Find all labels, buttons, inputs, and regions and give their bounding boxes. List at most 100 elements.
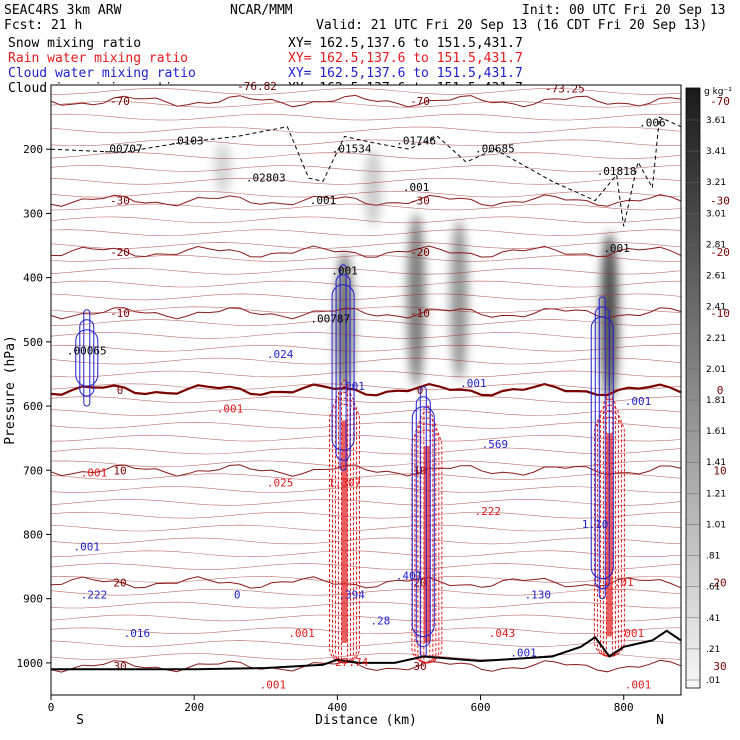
max-label-3: .001 bbox=[310, 194, 337, 207]
snow-column-5 bbox=[213, 142, 232, 195]
isotherm-minor-170 bbox=[50, 126, 682, 134]
isotherm-minor-890 bbox=[50, 588, 682, 596]
field-cloudwater-name: Cloud water mixing ratio bbox=[8, 66, 196, 81]
rain-contour-1-3 bbox=[414, 423, 440, 664]
cloud-contour-3-2 bbox=[75, 329, 99, 387]
field-rain-name: Rain water mixing ratio bbox=[8, 51, 188, 66]
y-tick-label-7: 900 bbox=[23, 593, 43, 606]
isotherm-minor-990 bbox=[50, 653, 682, 660]
max-label-31: 1.307 bbox=[328, 476, 361, 489]
isotherm-minor-770 bbox=[50, 511, 682, 519]
snow-column-2 bbox=[450, 219, 469, 381]
max-label-14: .024 bbox=[267, 348, 294, 361]
isotherm-minor-590 bbox=[50, 396, 682, 403]
cloud-contour-0-2 bbox=[331, 284, 355, 451]
max-label-39: .001 bbox=[625, 679, 652, 692]
max-label-36: .001 bbox=[260, 679, 287, 692]
isotherm-label-6-0: 20 bbox=[113, 577, 126, 590]
isotherm-7 bbox=[50, 659, 682, 673]
isotherm-minor-490 bbox=[50, 332, 682, 339]
x-axis-label: Distance (km) bbox=[315, 713, 417, 728]
isotherm-label-3-1: -10 bbox=[410, 307, 430, 320]
y-tick-label-2: 400 bbox=[23, 272, 43, 285]
colorbar-label-10: 1.61 bbox=[706, 427, 726, 437]
isotherm-minor-610 bbox=[50, 409, 682, 416]
colorbar-label-15: .61 bbox=[706, 583, 720, 593]
isotherm-minor-570 bbox=[50, 383, 682, 391]
y-tick-label-5: 700 bbox=[23, 464, 43, 477]
isotherm-minor-390 bbox=[50, 267, 682, 275]
colorbar-label-17: .21 bbox=[706, 645, 720, 655]
max-label-38: .001 bbox=[618, 627, 645, 640]
isotherm-edge-label-0: -76.82 bbox=[237, 80, 277, 93]
max-label-26: .394 bbox=[338, 589, 365, 602]
colorbar-label-4: 2.81 bbox=[706, 240, 726, 250]
isotherm-label-0-2: -70 bbox=[710, 95, 730, 108]
y-tick-label-4: 600 bbox=[23, 400, 43, 413]
isotherm-minor-210 bbox=[50, 152, 682, 159]
colorbar-label-16: .41 bbox=[706, 614, 720, 624]
isotherm-4 bbox=[50, 382, 682, 397]
max-label-23: .130 bbox=[525, 589, 552, 602]
field-cloudwater-xy: XY= 162.5,137.6 to 151.5,431.7 bbox=[288, 66, 523, 81]
isotherm-minor-470 bbox=[50, 319, 682, 326]
colorbar-label-1: 3.41 bbox=[706, 147, 726, 157]
isotherm-minor-850 bbox=[50, 563, 682, 570]
cloud-contour-3-1 bbox=[79, 319, 95, 397]
cloud-contour-3-0 bbox=[83, 309, 91, 407]
isotherm-label-1-1: -30 bbox=[410, 195, 430, 208]
cloud-contour-1-1 bbox=[415, 396, 431, 647]
y-tick-label-3: 500 bbox=[23, 336, 43, 349]
colorbar-label-3: 3.01 bbox=[706, 209, 726, 219]
isotherm-label-2-2: -20 bbox=[710, 246, 730, 259]
cloud-contour-0-1 bbox=[335, 274, 351, 461]
isotherm-minor-730 bbox=[50, 486, 682, 493]
cloud-contour-1-2 bbox=[411, 406, 435, 637]
isotherm-minor-530 bbox=[50, 357, 682, 365]
isotherm-label-1-0: -30 bbox=[110, 195, 130, 208]
max-label-18: .569 bbox=[482, 438, 509, 451]
colorbar-ticks: 3.61 3.41 3.21 3.01 2.81 2.61 2.41 2.21 2.01 1.81… bbox=[686, 116, 726, 686]
isotherm-minor-810 bbox=[50, 537, 682, 545]
colorbar-label-0: 3.61 bbox=[706, 116, 726, 126]
isotherm-minor-950 bbox=[50, 627, 682, 635]
isotherm-minor-410 bbox=[50, 280, 682, 288]
max-label-9: .001 bbox=[603, 242, 630, 255]
isotherm-minor-150 bbox=[50, 113, 682, 121]
cloud-contour-2-2 bbox=[590, 316, 614, 580]
cloud-ice-contour bbox=[50, 116, 682, 227]
max-label-12: .006 bbox=[639, 117, 666, 130]
isotherm-label-0-1: -70 bbox=[410, 95, 430, 108]
isotherm-minor-330 bbox=[50, 229, 682, 237]
max-label-37: .01 bbox=[614, 576, 634, 589]
header-model: SEAC4RS 3km ARW bbox=[4, 3, 122, 18]
isotherm-minor-790 bbox=[50, 524, 682, 532]
max-label-35: .001 bbox=[288, 627, 315, 640]
colorbar-unit: g kg⁻¹ bbox=[704, 87, 732, 97]
max-labels: .00707 .0103 .02803 .001 .01534 .01746 .00685.… bbox=[67, 117, 666, 692]
y-tick-label-6: 800 bbox=[23, 528, 43, 541]
isotherm-minor-190 bbox=[50, 139, 682, 147]
max-label-20: .001 bbox=[74, 541, 101, 554]
field-rain-xy: XY= 162.5,137.6 to 151.5,431.7 bbox=[288, 51, 523, 66]
cloud-contour-2-0 bbox=[598, 296, 606, 600]
cloud-water-contours bbox=[75, 264, 614, 657]
max-label-19: 1.10 bbox=[582, 518, 609, 531]
colorbar-label-13: 1.01 bbox=[706, 520, 726, 530]
isotherm-minor-550 bbox=[50, 370, 682, 378]
rain-core-0 bbox=[341, 420, 348, 643]
max-label-21: .222 bbox=[81, 589, 108, 602]
isotherm-label-7-1: 30 bbox=[413, 660, 426, 673]
colorbar-label-6: 2.41 bbox=[706, 303, 726, 313]
isotherm-minor-670 bbox=[50, 447, 682, 455]
isotherm-1 bbox=[50, 194, 682, 207]
max-label-17: .001 bbox=[625, 395, 652, 408]
isotherm-label-4-0: 0 bbox=[117, 384, 124, 397]
y-tick-label-1: 300 bbox=[23, 207, 43, 220]
header-org: NCAR/MMM bbox=[230, 3, 293, 18]
x-tick-label-3: 600 bbox=[471, 701, 491, 714]
isotherm-3 bbox=[50, 307, 682, 320]
isotherms: -70 -70 -70-30 -30 -30-20 -20 -20-10 -10 -100 0 01… bbox=[50, 80, 730, 673]
isotherm-minor-510 bbox=[50, 344, 682, 352]
max-label-30: .025 bbox=[267, 476, 294, 489]
